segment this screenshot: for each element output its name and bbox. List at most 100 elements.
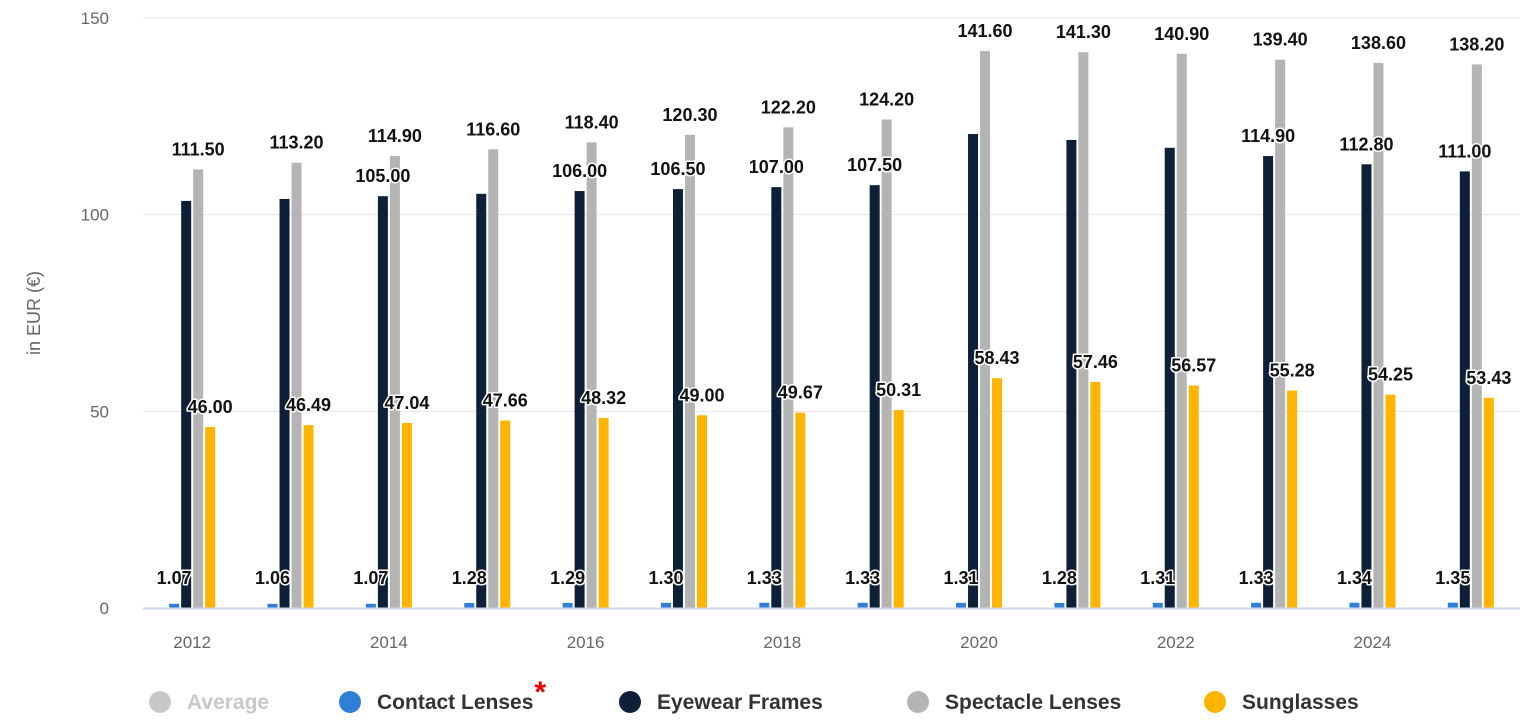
- bar-spectacle-lenses-2024[interactable]: [1373, 62, 1384, 608]
- data-label-contact-lenses-2013: 1.06: [255, 568, 290, 588]
- data-label-contact-lenses-2012: 1.07: [157, 568, 192, 588]
- bar-contact-lenses-2014[interactable]: [365, 603, 376, 608]
- legend: Average Contact Lenses * Eyewear Frames Spec…: [149, 676, 1359, 714]
- bar-contact-lenses-2019[interactable]: [857, 602, 868, 608]
- legend-item-eyewear-frames[interactable]: Eyewear Frames: [619, 691, 823, 714]
- bar-sunglasses-2025[interactable]: [1483, 397, 1494, 608]
- bar-eyewear-frames-2024[interactable]: [1361, 164, 1372, 608]
- bar-eyewear-frames-2016[interactable]: [574, 191, 585, 609]
- bar-spectacle-lenses-2021[interactable]: [1078, 52, 1089, 609]
- bar-sunglasses-2019[interactable]: [893, 410, 904, 608]
- data-label-contact-lenses-2022: 1.31: [1140, 568, 1175, 588]
- data-label-contact-lenses-2021: 1.28: [1042, 568, 1077, 588]
- bar-sunglasses-2013[interactable]: [303, 425, 314, 608]
- data-label-spectacle-lenses-2012: 111.50: [172, 139, 225, 159]
- data-label-spectacle-lenses-2023: 139.40: [1253, 30, 1308, 50]
- legend-item-spectacle-lenses[interactable]: Spectacle Lenses: [907, 691, 1121, 714]
- data-label-spectacle-lenses-2019: 124.20: [859, 89, 914, 109]
- bar-sunglasses-2015[interactable]: [500, 420, 511, 608]
- bar-eyewear-frames-2014[interactable]: [377, 196, 388, 608]
- bar-eyewear-frames-2020[interactable]: [968, 134, 979, 609]
- data-label-contact-lenses-2019: 1.33: [845, 568, 880, 588]
- bar-sunglasses-2017[interactable]: [696, 415, 707, 608]
- legend-label: Spectacle Lenses: [945, 691, 1121, 714]
- bar-contact-lenses-2013[interactable]: [267, 603, 278, 608]
- bar-spectacle-lenses-2014[interactable]: [389, 156, 400, 608]
- bar-eyewear-frames-2015[interactable]: [476, 193, 487, 608]
- y-axis: in EUR (€) 0 50 100 150: [24, 9, 109, 618]
- data-label-spectacle-lenses-2014: 114.90: [368, 126, 422, 146]
- bar-contact-lenses-2018[interactable]: [759, 602, 770, 608]
- bar-eyewear-frames-2013[interactable]: [279, 198, 290, 608]
- bar-spectacle-lenses-2022[interactable]: [1176, 53, 1187, 608]
- bar-contact-lenses-2023[interactable]: [1251, 602, 1262, 608]
- bar-sunglasses-2023[interactable]: [1287, 390, 1298, 608]
- bar-contact-lenses-2017[interactable]: [660, 602, 671, 608]
- y-tick-label: 0: [100, 599, 109, 618]
- bar-eyewear-frames-2023[interactable]: [1263, 156, 1274, 608]
- bar-contact-lenses-2020[interactable]: [956, 602, 967, 608]
- bar-spectacle-lenses-2012[interactable]: [193, 169, 204, 608]
- data-label-contact-lenses-2025: 1.35: [1435, 568, 1470, 588]
- legend-item-average[interactable]: Average: [149, 691, 269, 714]
- gridlines: [143, 17, 1520, 412]
- bar-eyewear-frames-2017[interactable]: [672, 189, 683, 608]
- y-tick-label: 50: [90, 402, 109, 421]
- bar-contact-lenses-2015[interactable]: [464, 602, 475, 608]
- legend-marker: [1204, 691, 1226, 713]
- bar-sunglasses-2024[interactable]: [1385, 394, 1396, 608]
- bar-spectacle-lenses-2017[interactable]: [684, 134, 695, 608]
- data-label-eyewear-frames-2024: 112.80: [1339, 134, 1393, 154]
- legend-item-sunglasses[interactable]: Sunglasses: [1204, 691, 1359, 714]
- bar-spectacle-lenses-2015[interactable]: [488, 149, 499, 608]
- bar-contact-lenses-2021[interactable]: [1054, 602, 1065, 608]
- bar-eyewear-frames-2019[interactable]: [869, 185, 880, 608]
- data-label-contact-lenses-2014: 1.07: [353, 568, 388, 588]
- bar-eyewear-frames-2021[interactable]: [1066, 139, 1077, 608]
- bar-sunglasses-2022[interactable]: [1188, 385, 1199, 608]
- data-label-spectacle-lenses-2022: 140.90: [1154, 24, 1209, 44]
- legend-item-contact-lenses[interactable]: Contact Lenses *: [339, 676, 546, 714]
- bar-spectacle-lenses-2019[interactable]: [881, 119, 892, 608]
- data-label-contact-lenses-2016: 1.29: [550, 568, 585, 588]
- bar-spectacle-lenses-2016[interactable]: [586, 142, 597, 608]
- data-label-contact-lenses-2015: 1.28: [452, 568, 487, 588]
- bar-eyewear-frames-2018[interactable]: [771, 187, 782, 608]
- y-tick-label: 150: [81, 9, 109, 28]
- bar-sunglasses-2012[interactable]: [205, 427, 216, 608]
- bar-sunglasses-2014[interactable]: [401, 422, 412, 608]
- bar-sunglasses-2021[interactable]: [1090, 381, 1101, 608]
- bar-spectacle-lenses-2013[interactable]: [291, 162, 302, 608]
- bar-sunglasses-2016[interactable]: [598, 417, 609, 608]
- bar-spectacle-lenses-2020[interactable]: [980, 51, 991, 609]
- data-label-spectacle-lenses-2017: 120.30: [662, 105, 717, 125]
- data-label-eyewear-frames-2016: 106.00: [552, 161, 607, 181]
- x-tick-label: 2018: [763, 633, 801, 652]
- y-tick-label: 100: [81, 206, 109, 225]
- legend-marker: [619, 691, 641, 713]
- legend-marker: [907, 691, 929, 713]
- bars: [169, 51, 1494, 609]
- data-label-sunglasses-2016: 48.32: [581, 388, 626, 408]
- data-label-sunglasses-2025: 53.43: [1466, 368, 1511, 388]
- bar-eyewear-frames-2022[interactable]: [1164, 147, 1175, 609]
- data-label-spectacle-lenses-2021: 141.30: [1056, 22, 1111, 42]
- bar-spectacle-lenses-2023[interactable]: [1275, 59, 1286, 608]
- bar-spectacle-lenses-2025[interactable]: [1471, 64, 1482, 608]
- data-label-eyewear-frames-2025: 111.00: [1438, 141, 1491, 161]
- data-label-sunglasses-2020: 58.43: [975, 348, 1020, 368]
- x-tick-label: 2022: [1157, 633, 1195, 652]
- bar-sunglasses-2020[interactable]: [992, 378, 1003, 608]
- data-label-spectacle-lenses-2015: 116.60: [466, 119, 520, 139]
- bar-contact-lenses-2025[interactable]: [1447, 602, 1458, 608]
- bar-contact-lenses-2016[interactable]: [562, 602, 573, 608]
- data-label-sunglasses-2018: 49.67: [778, 383, 823, 403]
- bar-contact-lenses-2024[interactable]: [1349, 602, 1360, 608]
- bar-spectacle-lenses-2018[interactable]: [783, 127, 794, 608]
- bar-contact-lenses-2012[interactable]: [169, 603, 180, 608]
- bar-contact-lenses-2022[interactable]: [1152, 602, 1163, 608]
- bar-sunglasses-2018[interactable]: [795, 412, 806, 608]
- bar-eyewear-frames-2012[interactable]: [181, 200, 192, 608]
- bar-eyewear-frames-2025[interactable]: [1459, 171, 1470, 608]
